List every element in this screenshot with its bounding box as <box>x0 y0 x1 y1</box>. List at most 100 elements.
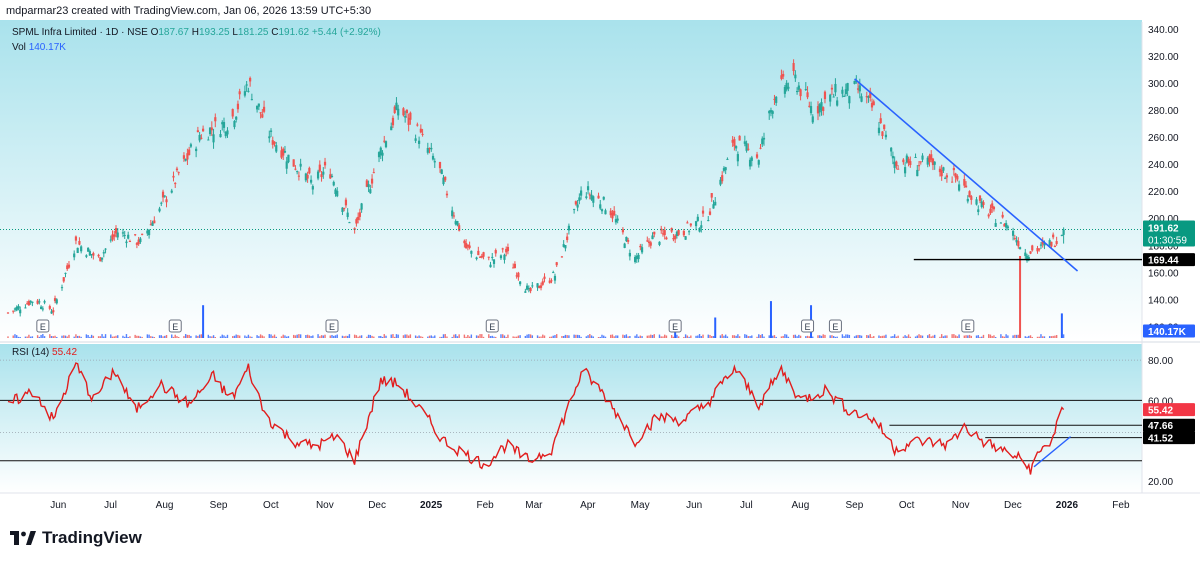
candle-body <box>818 104 821 113</box>
volume-bar <box>611 334 614 338</box>
rsi-value-badge-value: 55.42 <box>1148 406 1173 417</box>
volume-bar <box>991 335 993 338</box>
volume-bar <box>695 335 697 338</box>
volume-bar <box>723 335 725 338</box>
price-tick-label: 280.00 <box>1148 106 1179 117</box>
candle-body <box>1013 238 1016 240</box>
candle-body <box>775 96 778 103</box>
volume-bar <box>1031 336 1033 338</box>
candle-body <box>881 131 884 137</box>
volume-bar <box>531 335 534 338</box>
time-tick-label: Jul <box>104 500 117 511</box>
candle-body <box>367 184 370 188</box>
candle-body <box>1062 229 1065 235</box>
volume-bar <box>610 334 612 338</box>
candle-body <box>1005 223 1008 228</box>
candle-body <box>733 139 736 147</box>
volume-bar <box>759 335 762 338</box>
volume-bar <box>211 336 213 338</box>
volume-bar <box>129 336 131 338</box>
candle-body <box>463 240 466 244</box>
candle-body <box>1031 245 1034 251</box>
candle-body <box>39 306 43 310</box>
earnings-badge <box>485 319 499 333</box>
candle-body <box>53 298 57 302</box>
low-value: 181.25 <box>238 27 269 38</box>
volume-bar <box>292 334 295 338</box>
candle-body <box>637 254 640 260</box>
volume-bar <box>1028 335 1030 338</box>
candle-body <box>50 311 53 314</box>
candle-body <box>102 252 105 254</box>
volume-bar <box>305 335 307 338</box>
candle-body <box>445 193 449 196</box>
candle-body <box>856 88 860 90</box>
candle-body <box>830 87 834 90</box>
price-axis: 340.00 320.00 300.00 280.00 260.00 240.00 220.… <box>1148 25 1179 334</box>
volume-bar <box>515 336 518 338</box>
time-tick-label: 2025 <box>420 500 443 511</box>
candle-body <box>257 103 260 107</box>
volume-bar <box>92 335 95 338</box>
candle-body <box>196 130 199 133</box>
volume-bar <box>28 334 30 338</box>
volume-bar <box>488 334 490 338</box>
time-tick-label: Sep <box>210 500 228 511</box>
earnings-label: E <box>40 322 46 332</box>
volume-bar <box>994 336 997 338</box>
candle-body <box>780 75 783 79</box>
volume-bar <box>78 335 81 338</box>
candle-body <box>104 248 107 250</box>
candle-body <box>938 168 942 173</box>
volume-bar <box>1012 335 1014 338</box>
symbol-name: SPML Infra Limited · 1D · NSE <box>12 27 148 38</box>
rsi-legend: RSI (14) 55.42 <box>12 347 77 358</box>
volume-badge: 140.17K <box>1143 324 1195 338</box>
credit-line: mdparmar23 created with TradingView.com,… <box>6 5 372 17</box>
candle-body <box>616 218 619 221</box>
candle-body <box>902 159 905 163</box>
candle-body <box>134 234 137 236</box>
candle-body <box>903 167 907 174</box>
volume-bar <box>562 335 565 338</box>
candle-body <box>31 301 34 303</box>
volume-bar <box>549 336 551 338</box>
volume-bar <box>808 336 810 338</box>
volume-bar <box>1048 336 1051 338</box>
candle-body <box>940 170 943 177</box>
earnings-badge <box>828 319 842 333</box>
volume-bar <box>85 334 88 338</box>
candle-body <box>1043 243 1046 246</box>
volume-bar <box>883 335 885 338</box>
volume-bar <box>958 334 960 338</box>
candle-body <box>536 283 539 288</box>
volume-bar <box>561 335 563 338</box>
candle-body <box>639 245 642 248</box>
volume-bar <box>650 334 652 338</box>
candle-body <box>822 107 825 112</box>
candle-body <box>794 74 797 79</box>
volume-bar <box>651 335 654 338</box>
volume-bar <box>207 334 210 338</box>
rsi-level-upper-badge-value: 47.66 <box>1148 421 1173 432</box>
candle-body <box>395 102 398 110</box>
volume-bar <box>373 336 375 338</box>
volume-bar <box>636 334 638 338</box>
candle-body <box>1011 230 1015 236</box>
candle-body <box>586 186 590 191</box>
candle-body <box>128 241 132 243</box>
candle-body <box>506 246 510 252</box>
brand-logo[interactable]: TradingView <box>10 528 142 548</box>
candle-body <box>517 272 520 278</box>
volume-bar <box>392 334 394 338</box>
candle-body <box>832 96 835 98</box>
volume-bar <box>111 336 114 338</box>
candle-body <box>579 190 583 196</box>
candle-body <box>956 175 959 180</box>
volume-bar <box>441 336 443 338</box>
volume-bar <box>1050 336 1053 338</box>
volume-bar <box>603 335 605 338</box>
candle-body <box>482 252 485 257</box>
